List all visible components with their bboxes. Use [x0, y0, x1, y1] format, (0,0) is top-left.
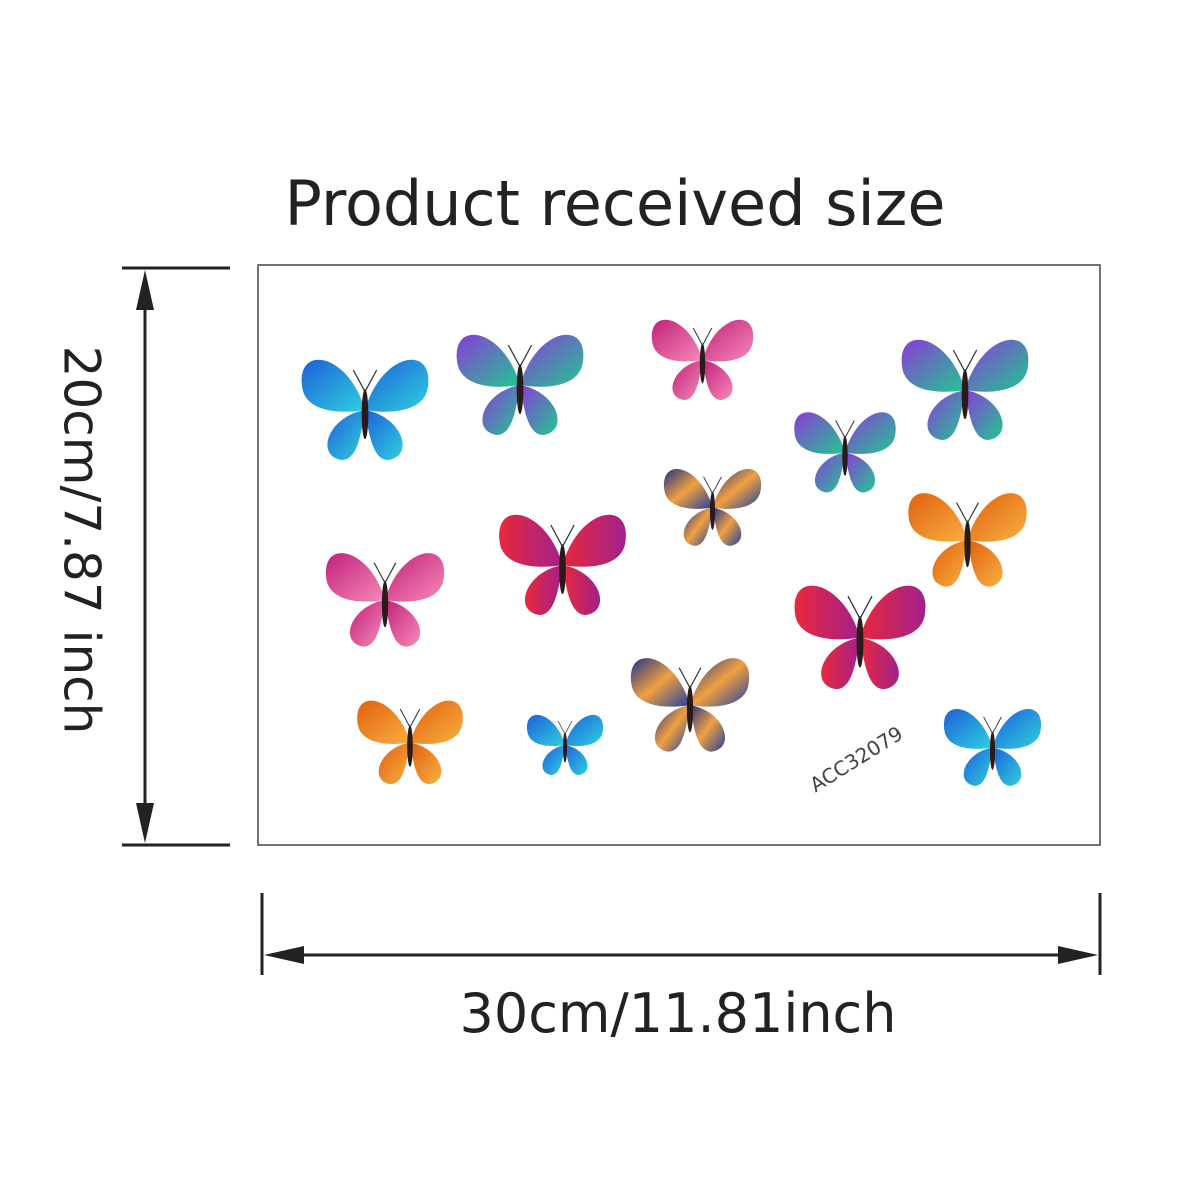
height-label: 20cm/7.87 inch: [53, 346, 111, 735]
height-dimension: [122, 266, 230, 847]
width-dimension: [260, 893, 1102, 975]
arrowhead: [136, 270, 154, 310]
arrowhead: [1058, 946, 1098, 964]
arrowhead: [136, 803, 154, 843]
arrowhead: [264, 946, 304, 964]
width-label: 30cm/11.81inch: [460, 982, 897, 1045]
title: Product received size: [285, 167, 946, 240]
